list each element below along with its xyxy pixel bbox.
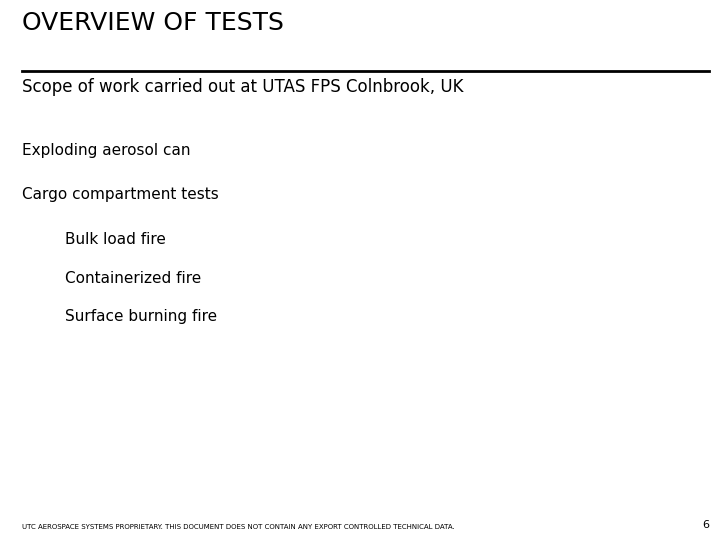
Text: Scope of work carried out at UTAS FPS Colnbrook, UK: Scope of work carried out at UTAS FPS Co…	[22, 78, 463, 96]
Text: Bulk load fire: Bulk load fire	[65, 232, 166, 247]
Text: Cargo compartment tests: Cargo compartment tests	[22, 187, 218, 202]
Text: Surface burning fire: Surface burning fire	[65, 309, 217, 325]
Text: UTC AEROSPACE SYSTEMS PROPRIETARY. THIS DOCUMENT DOES NOT CONTAIN ANY EXPORT CON: UTC AEROSPACE SYSTEMS PROPRIETARY. THIS …	[22, 524, 454, 530]
Text: 6: 6	[702, 520, 709, 530]
Text: Containerized fire: Containerized fire	[65, 271, 201, 286]
Text: OVERVIEW OF TESTS: OVERVIEW OF TESTS	[22, 11, 284, 35]
Text: Exploding aerosol can: Exploding aerosol can	[22, 143, 190, 158]
